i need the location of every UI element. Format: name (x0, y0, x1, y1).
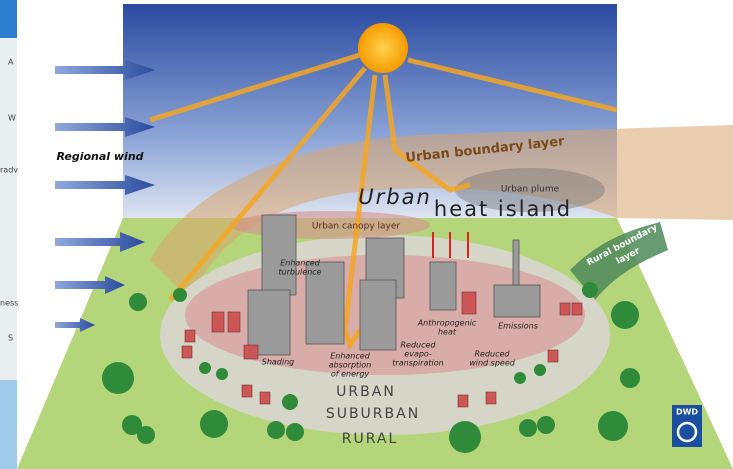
logo-icon (676, 421, 698, 443)
anthropogenic-label: heat (438, 328, 457, 337)
emissions-label: Emissions (498, 322, 538, 331)
evapotranspiration-label: evapo- (404, 350, 432, 359)
turbulence-label: Enhanced (280, 259, 320, 268)
map-text: W (8, 114, 16, 123)
heat-island-label: heat island (434, 197, 572, 221)
turbulence-label: turbulence (278, 268, 321, 277)
rural-boundary-layer (570, 222, 668, 300)
absorption-label: absorption (329, 361, 372, 370)
absorption-label: Enhanced (330, 352, 370, 361)
urban-plume-label: Urban plume (501, 185, 560, 195)
urban-plume (455, 168, 605, 212)
heat-arrows (432, 232, 469, 258)
urban-canopy-label: Urban canopy layer (312, 222, 401, 232)
trees (102, 282, 640, 453)
map-text: radv (0, 166, 18, 175)
absorption-label: of energy (331, 370, 370, 379)
map-water (0, 380, 17, 469)
evapotranspiration-label: Reduced (400, 341, 436, 350)
sun (358, 23, 408, 73)
zone-urban-label: URBAN (336, 384, 396, 400)
zone-suburban-label: SUBURBAN (326, 406, 420, 422)
buildings (247, 214, 541, 356)
wind-speed-label: wind speed (469, 359, 516, 368)
urban-boundary-layer (150, 125, 733, 300)
map-strip (0, 0, 17, 469)
map-text: ness (0, 299, 18, 308)
map-text: S (8, 334, 13, 343)
wind-arrows (55, 60, 155, 332)
shading-label: Shading (262, 358, 295, 367)
sun-rays (149, 52, 618, 351)
map-header (0, 0, 17, 38)
evapotranspiration-label: transpiration (392, 359, 443, 368)
zone-rural-label: RURAL (342, 431, 399, 447)
urban-label: Urban (358, 185, 432, 209)
map-text: A (8, 58, 14, 67)
regional-wind-label: Regional wind (56, 150, 143, 163)
houses (181, 291, 583, 408)
logo-text: DWD (676, 408, 698, 417)
wind-speed-label: Reduced (474, 350, 510, 359)
anthropogenic-label: Anthropogenic (417, 319, 477, 328)
